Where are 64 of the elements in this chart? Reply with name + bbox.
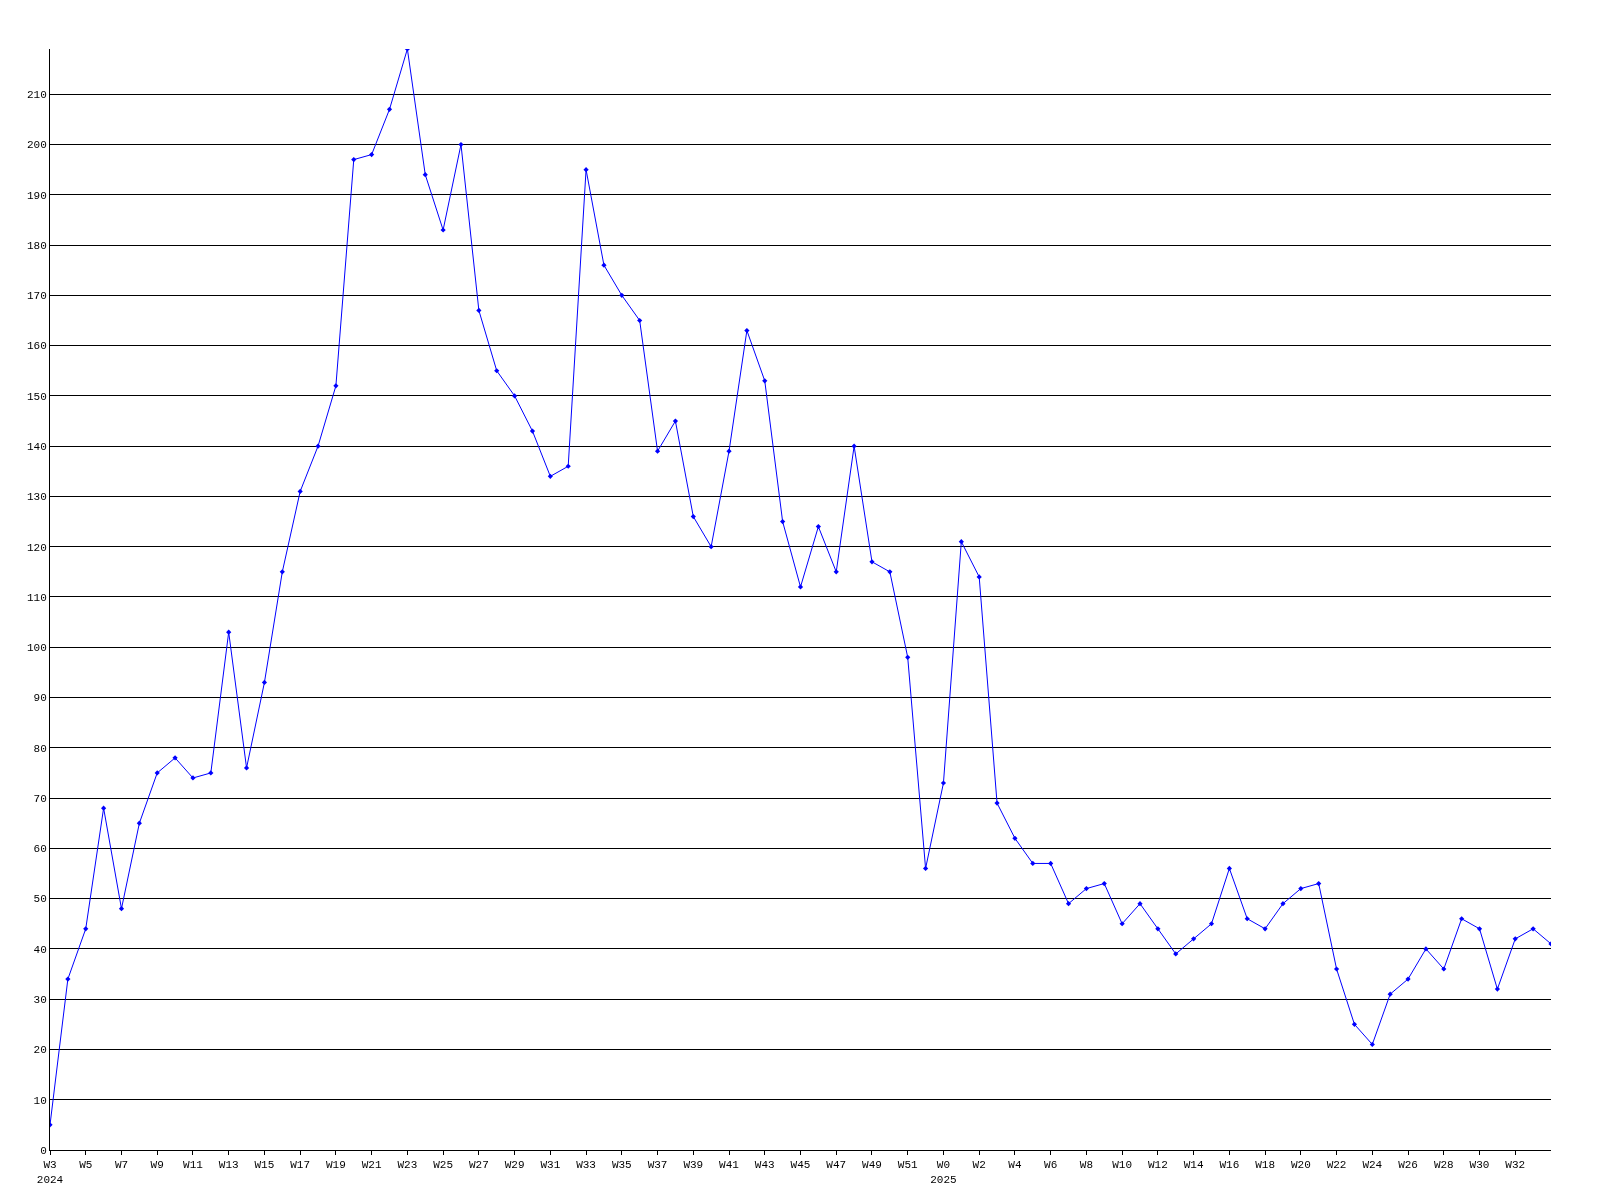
x-tick-label: W14	[1183, 1159, 1204, 1172]
y-tick-label: 30	[33, 994, 47, 1007]
y-tick-label: 90	[33, 692, 47, 705]
x-tick-label: W13	[218, 1159, 239, 1172]
x-tick-label: W33	[576, 1159, 596, 1172]
x-tick-label: W26	[1398, 1159, 1418, 1172]
x-tick-label: W51	[897, 1159, 919, 1172]
y-tick-label: 190	[26, 189, 47, 202]
y-tick-label: 50	[33, 893, 47, 906]
y-tick-label: 80	[33, 742, 47, 755]
y-tick-label: 100	[26, 642, 47, 655]
x-tick-label: W41	[719, 1159, 740, 1172]
y-tick-label: 170	[26, 290, 47, 303]
x-tick-label: W30	[1469, 1159, 1490, 1172]
x-tick-label: W16	[1219, 1159, 1240, 1172]
x-tick-label: W10	[1112, 1159, 1133, 1172]
x-tick-label: W21	[361, 1159, 382, 1172]
y-tick-label: 120	[26, 541, 47, 554]
y-tick-label: 130	[26, 491, 47, 504]
x-tick-label: W9	[150, 1159, 164, 1172]
y-tick-label: 150	[26, 390, 47, 403]
x-tick-label: W27	[468, 1159, 489, 1172]
x-tick-label: W43	[754, 1159, 775, 1172]
y-tick-label: 160	[26, 340, 47, 353]
x-tick-label: W28	[1433, 1159, 1454, 1172]
x-tick-label: W45	[790, 1159, 811, 1172]
x-tick-label: W22	[1326, 1159, 1347, 1172]
x-tick-label: W15	[254, 1159, 275, 1172]
y-tick-label: 200	[26, 139, 47, 152]
y-tick-label: 110	[26, 591, 47, 604]
x-tick-label: W2	[972, 1159, 986, 1172]
x-tick-label: W35	[611, 1159, 632, 1172]
x-tick-label: W25	[433, 1159, 454, 1172]
x-tick-label: W49	[862, 1159, 882, 1172]
x-tick-label: W32	[1505, 1159, 1526, 1172]
x-tick-label: W12	[1147, 1159, 1168, 1172]
x-tick-label: W17	[290, 1159, 311, 1172]
y-tick-label: 60	[33, 843, 47, 856]
x-tick-label: W19	[325, 1159, 346, 1172]
x-tick-label: W11	[183, 1159, 204, 1172]
y-tick-label: 140	[26, 441, 47, 454]
y-tick-label: 20	[33, 1044, 47, 1057]
y-tick-label: 180	[26, 239, 47, 252]
x-tick-label: W29	[504, 1159, 525, 1172]
y-tick-label: 70	[33, 792, 47, 805]
x-tick-label: W37	[647, 1159, 668, 1172]
x-tick-label: W24	[1362, 1159, 1383, 1172]
x-tick-label: W4	[1008, 1159, 1022, 1172]
x-tick-label: W23	[397, 1159, 418, 1172]
x-tick-label: W0 2025	[930, 1159, 957, 1186]
y-tick-label: 40	[33, 943, 47, 956]
x-tick-label: W31	[540, 1159, 561, 1172]
x-tick-label: W7	[114, 1159, 129, 1172]
x-tick-label: W39	[683, 1159, 704, 1172]
x-tick-label: W6	[1044, 1159, 1058, 1172]
y-tick-label: 210	[26, 89, 47, 102]
x-tick-label: W18	[1255, 1159, 1276, 1172]
x-tick-label: W3 2024	[36, 1159, 64, 1186]
x-tick-label: W5	[79, 1159, 93, 1172]
x-tick-label: W47	[826, 1159, 847, 1172]
x-tick-label: W20	[1290, 1159, 1311, 1172]
x-tick-label: W8	[1079, 1159, 1093, 1172]
y-tick-label: 0	[40, 1144, 47, 1157]
y-tick-label: 10	[33, 1094, 47, 1107]
